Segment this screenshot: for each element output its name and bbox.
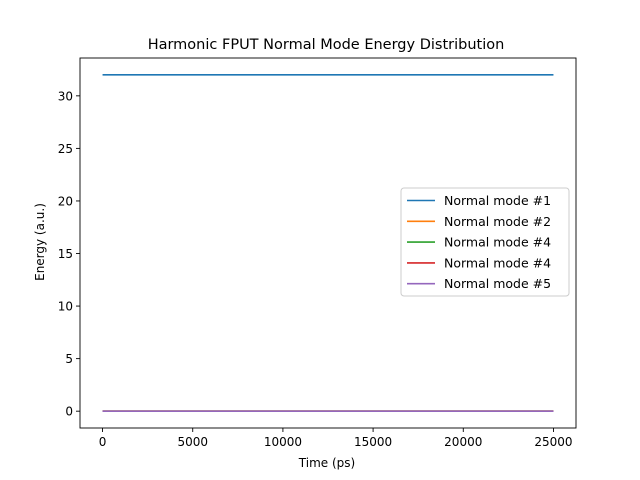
chart-title: Harmonic FPUT Normal Mode Energy Distrib… <box>148 37 505 53</box>
legend-box <box>400 187 570 297</box>
legend-label: Normal mode #4 <box>444 235 551 250</box>
x-axis-label: Time (ps) <box>298 456 355 470</box>
x-tick-label: 10000 <box>264 435 302 449</box>
plot-area <box>79 57 577 429</box>
y-tick-label: 0 <box>65 405 73 419</box>
legend: Normal mode #1 Normal mode #2 Normal mode … <box>400 187 570 297</box>
x-axis-ticks: 0 5000 10000 15000 20000 25000 <box>99 428 573 449</box>
legend-label: Normal mode #2 <box>444 214 551 229</box>
x-tick-label: 20000 <box>444 435 482 449</box>
x-tick-label: 5000 <box>177 435 208 449</box>
y-tick-label: 10 <box>58 300 73 314</box>
legend-label: Normal mode #1 <box>444 193 551 208</box>
y-tick-label: 5 <box>65 352 73 366</box>
y-tick-label: 30 <box>58 89 73 103</box>
x-tick-label: 0 <box>99 435 107 449</box>
x-tick-label: 25000 <box>534 435 572 449</box>
x-tick-label: 15000 <box>354 435 392 449</box>
y-tick-label: 20 <box>58 194 73 208</box>
legend-label: Normal mode #4 <box>444 255 551 270</box>
legend-label: Normal mode #5 <box>444 276 551 291</box>
y-axis-ticks: 0 5 10 15 20 25 30 <box>58 89 80 419</box>
series-layer <box>102 74 554 412</box>
y-tick-label: 15 <box>58 247 73 261</box>
axes-frame <box>79 57 577 429</box>
y-tick-label: 25 <box>58 142 73 156</box>
y-axis-label: Energy (a.u.) <box>33 203 47 281</box>
